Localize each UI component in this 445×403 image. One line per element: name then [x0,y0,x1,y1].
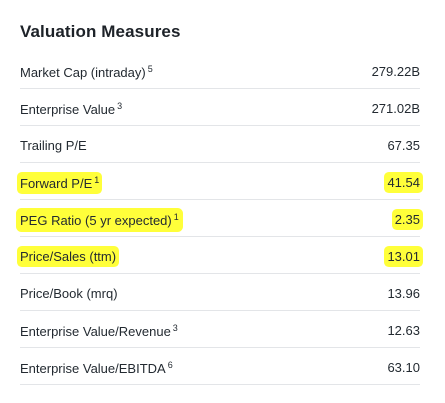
table-row-ev-ebitda: Enterprise Value/EBITDA 6 63.10 [20,348,420,385]
row-label: Enterprise Value/Revenue 3 [20,323,178,339]
row-value: 67.35 [387,138,420,153]
table-row-trailing-pe: Trailing P/E 67.35 [20,126,420,163]
footnote-marker: 1 [173,212,179,222]
row-label: Trailing P/E [20,138,87,153]
row-value-highlighted: 41.54 [387,175,420,190]
section-title: Valuation Measures [20,22,181,41]
table-row-price-book: Price/Book (mrq) 13.96 [20,274,420,311]
valuation-table: Market Cap (intraday) 5 279.22B Enterpris… [20,52,420,385]
footnote-marker: 1 [94,175,100,185]
row-value: 12.63 [387,323,420,338]
row-value: 279.22B [371,64,420,79]
footnote-marker: 3 [117,101,123,111]
row-label-highlighted: PEG Ratio (5 yr expected) 1 [20,212,179,228]
row-label-highlighted: Price/Sales (ttm) [20,249,117,264]
row-label: Market Cap (intraday) 5 [20,64,153,80]
row-label: Enterprise Value 3 [20,101,123,117]
table-row-forward-pe: Forward P/E 1 41.54 [20,163,420,200]
row-value: 63.10 [387,360,420,375]
row-label: Enterprise Value/EBITDA 6 [20,360,173,376]
table-row-market-cap: Market Cap (intraday) 5 279.22B [20,52,420,89]
table-row-ev-revenue: Enterprise Value/Revenue 3 12.63 [20,311,420,348]
footnote-marker: 6 [167,360,173,370]
table-row-peg-ratio: PEG Ratio (5 yr expected) 1 2.35 [20,200,420,237]
table-row-enterprise-value: Enterprise Value 3 271.02B [20,89,420,126]
row-label: Price/Book (mrq) [20,286,118,301]
row-value: 271.02B [371,101,420,116]
footnote-marker: 5 [147,64,153,74]
footnote-marker: 3 [172,323,178,333]
row-label-highlighted: Forward P/E 1 [20,175,100,191]
row-value-highlighted: 13.01 [387,249,420,264]
row-value: 13.96 [387,286,420,301]
table-row-price-sales: Price/Sales (ttm) 13.01 [20,237,420,274]
row-value-highlighted: 2.35 [394,212,420,227]
